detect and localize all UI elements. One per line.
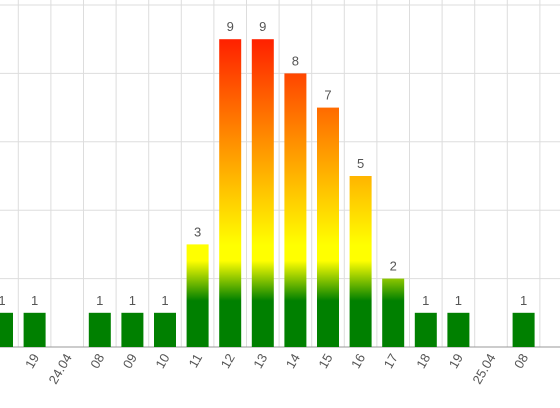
x-tick-label: 12: [218, 351, 238, 371]
x-tick-label: 19: [446, 351, 466, 371]
bar: [186, 244, 209, 347]
value-label: 1: [422, 293, 429, 308]
bar: [0, 312, 13, 347]
bar: [349, 176, 372, 347]
bar: [219, 39, 242, 347]
bar: [512, 312, 535, 347]
value-label: 7: [324, 88, 331, 103]
value-label: 1: [129, 293, 136, 308]
value-label: 1: [96, 293, 103, 308]
x-tick-label: 08: [511, 351, 531, 371]
value-label: 1: [161, 293, 168, 308]
x-tick-label: 18: [413, 351, 433, 371]
x-tick-label: 08: [87, 351, 107, 371]
bar: [88, 312, 111, 347]
bar: [414, 312, 437, 347]
bar: [121, 312, 144, 347]
value-label: 1: [520, 293, 527, 308]
value-label: 1: [455, 293, 462, 308]
x-tick-label: 24.04: [46, 351, 75, 387]
bar: [251, 39, 274, 347]
x-tick-label: 10: [152, 351, 172, 371]
bar: [23, 312, 46, 347]
x-tick-label: 16: [348, 351, 368, 371]
x-tick-label: 15: [315, 351, 335, 371]
value-label: 9: [259, 19, 266, 34]
bar: [317, 107, 339, 347]
x-tick-label: 13: [250, 351, 270, 371]
value-label: 5: [357, 156, 364, 171]
value-label: 8: [292, 53, 299, 68]
bar: [284, 73, 307, 348]
x-tick-label: 14: [283, 351, 303, 371]
value-label: 1: [31, 293, 38, 308]
value-label: 1: [0, 293, 6, 308]
bar: [154, 312, 176, 347]
bar: [382, 278, 405, 347]
x-tick-label: 09: [120, 351, 140, 371]
bar: [447, 312, 470, 347]
value-label: 2: [390, 259, 397, 274]
value-label: 9: [227, 19, 234, 34]
x-tick-label: 17: [381, 351, 401, 371]
x-tick-label: 25.04: [469, 351, 498, 387]
x-tick-label: 19: [22, 351, 42, 371]
value-label: 3: [194, 224, 201, 239]
x-tick-label: 11: [185, 351, 205, 370]
